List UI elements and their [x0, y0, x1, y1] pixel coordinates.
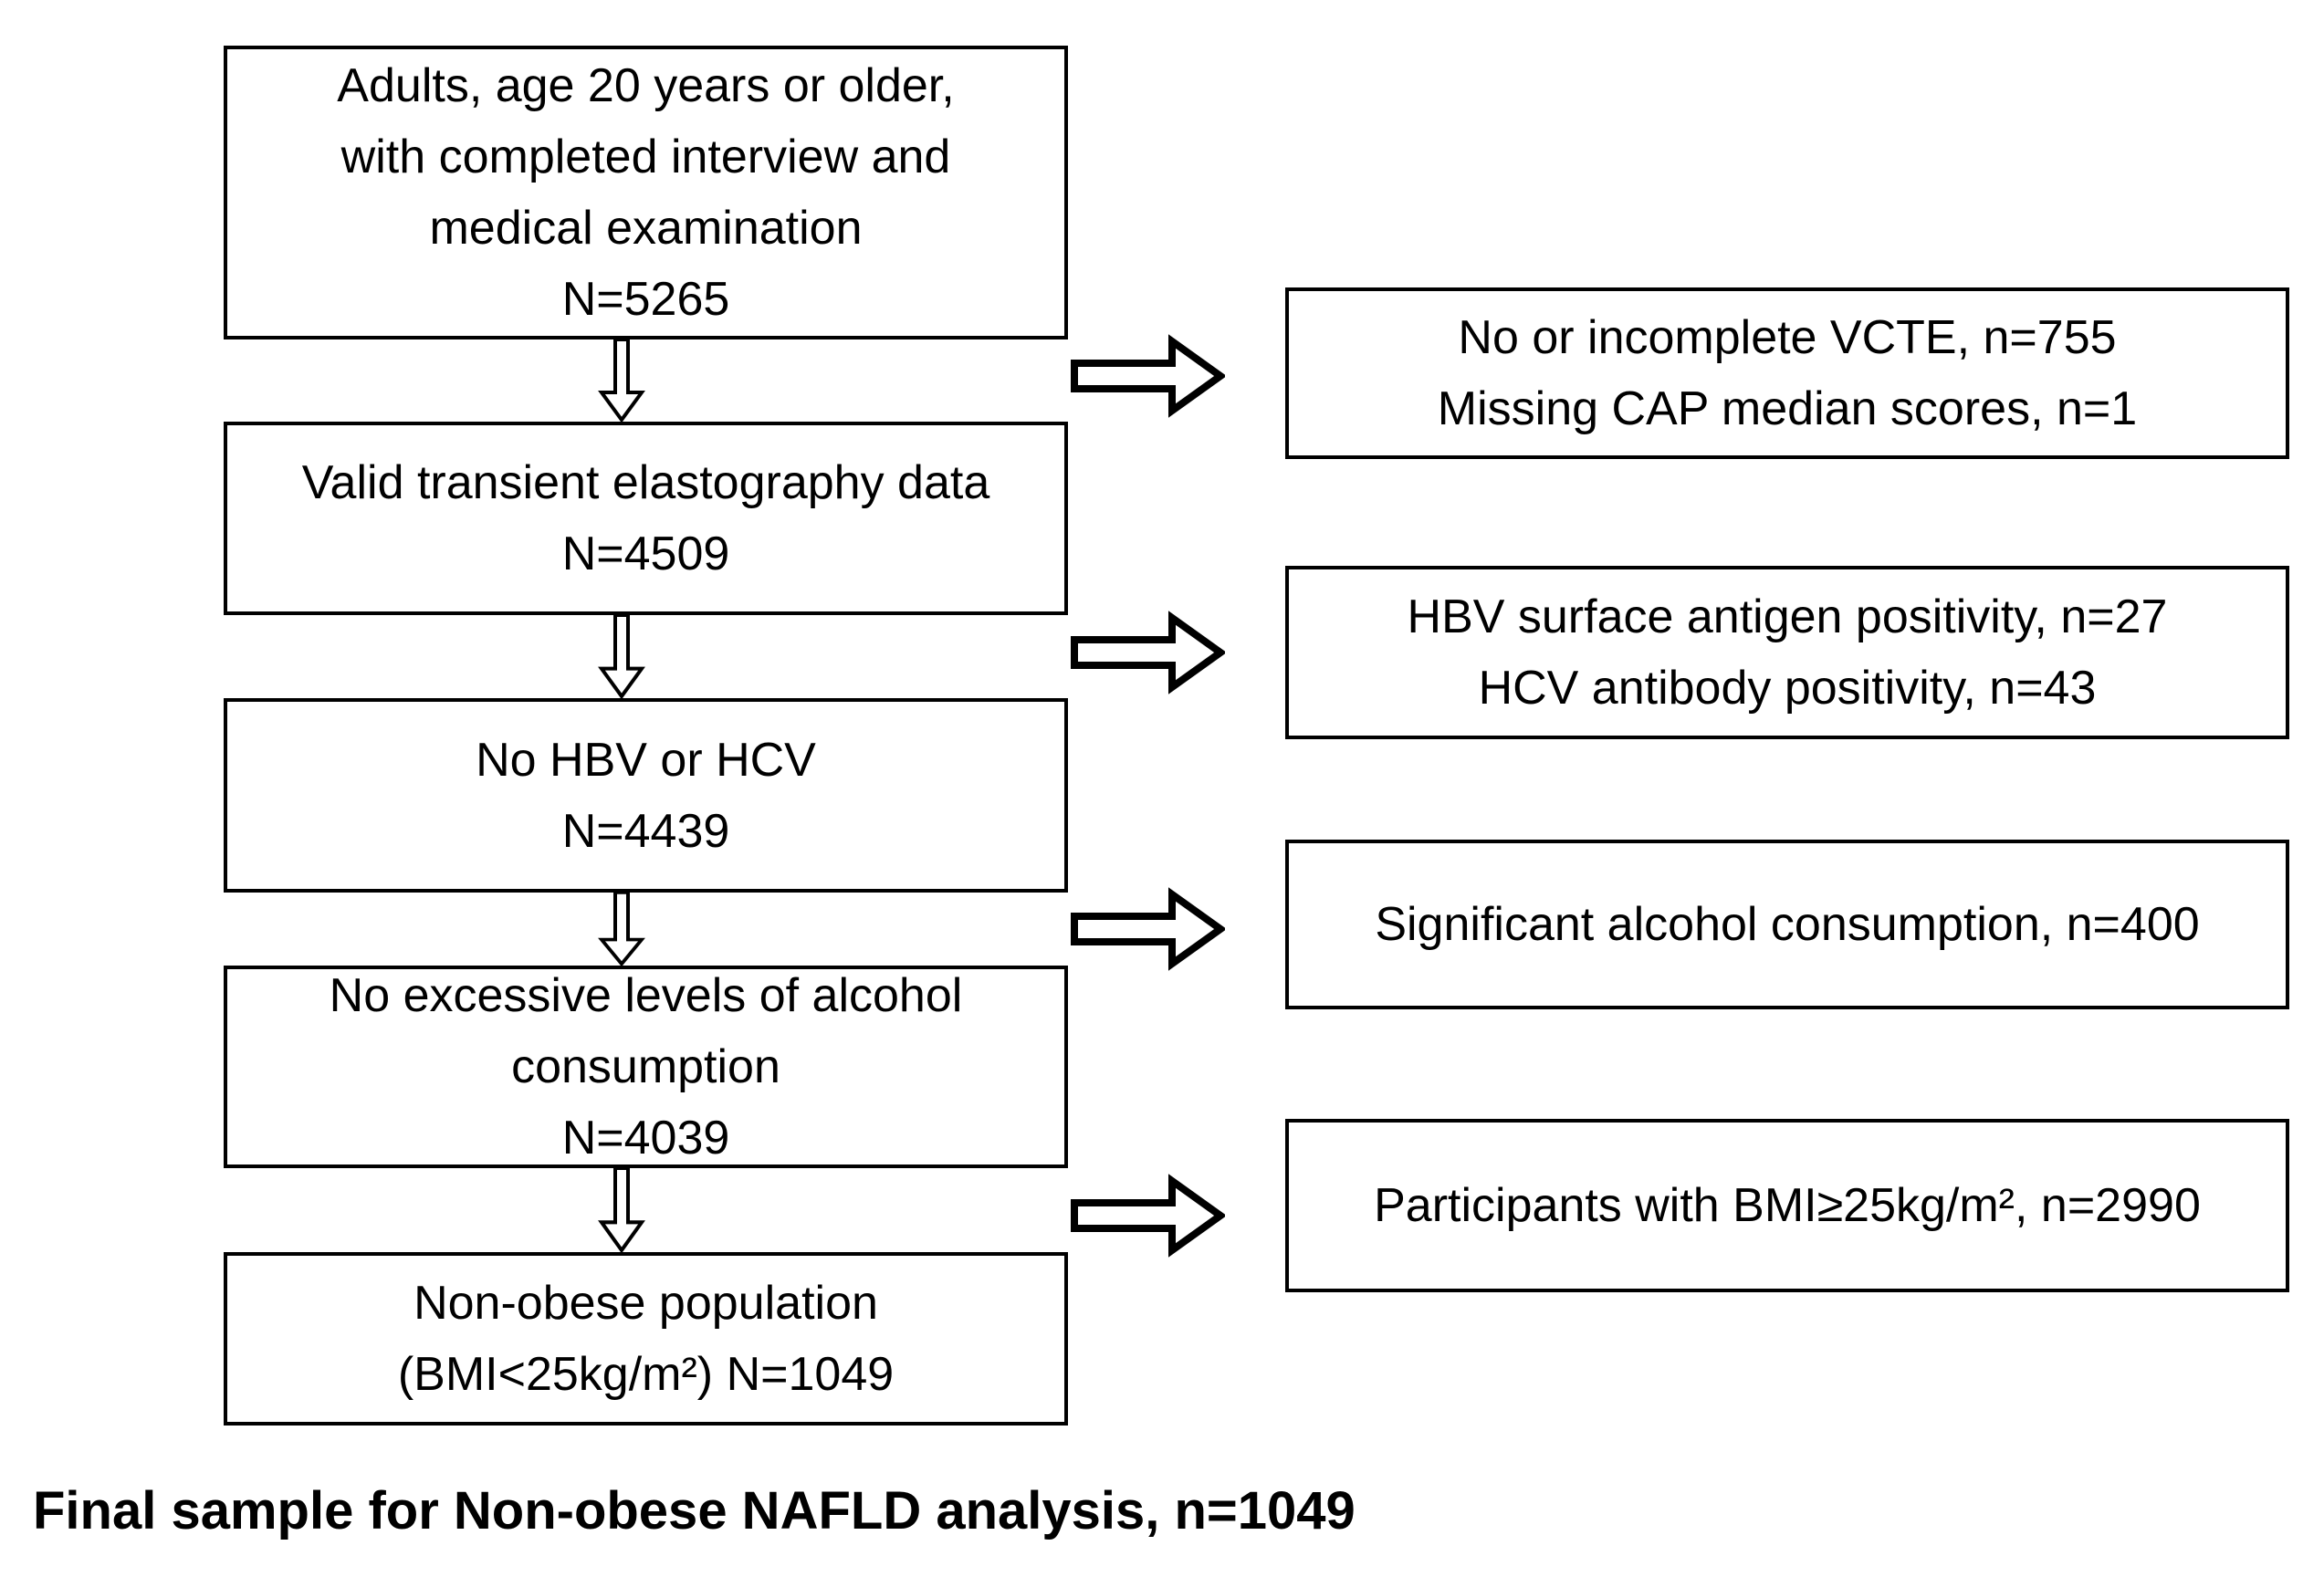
flow-box-no-excessive-alcohol: No excessive levels of alcohol consumpti…: [224, 966, 1068, 1168]
flow-box-non-obese-population: Non-obese population (BMI<25kg/m²) N=104…: [224, 1252, 1068, 1426]
flow-box-eligible-adults: Adults, age 20 years or older, with comp…: [224, 46, 1068, 339]
right-arrow-icon: [1071, 887, 1225, 971]
down-arrow-icon: [598, 615, 645, 698]
right-arrow-icon: [1071, 1174, 1225, 1258]
exclusion-box-hepatitis: HBV surface antigen positivity, n=27 HCV…: [1285, 566, 2289, 739]
right-arrow-icon: [1071, 611, 1225, 695]
flow-box-valid-elastography: Valid transient elastography data N=4509: [224, 422, 1068, 615]
final-sample-caption: Final sample for Non-obese NAFLD analysi…: [33, 1481, 1356, 1540]
down-arrow-icon: [598, 1168, 645, 1252]
flow-box-no-hbv-hcv: No HBV or HCV N=4439: [224, 698, 1068, 893]
down-arrow-icon: [598, 893, 645, 966]
down-arrow-icon: [598, 339, 645, 422]
exclusion-box-vcte: No or incomplete VCTE, n=755 Missing CAP…: [1285, 287, 2289, 459]
exclusion-box-bmi: Participants with BMI≥25kg/m², n=2990: [1285, 1119, 2289, 1292]
right-arrow-icon: [1071, 334, 1225, 418]
exclusion-box-alcohol: Significant alcohol consumption, n=400: [1285, 840, 2289, 1009]
